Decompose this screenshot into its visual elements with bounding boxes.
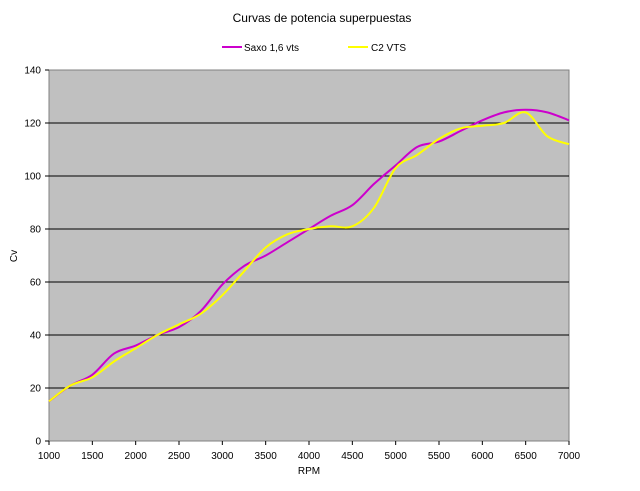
x-tick-label: 6000	[471, 451, 494, 462]
x-tick-label: 4500	[341, 451, 364, 462]
legend: Saxo 1,6 vts C2 VTS	[222, 43, 406, 54]
x-tick-label: 7000	[558, 451, 581, 462]
y-tick-label: 80	[30, 225, 42, 236]
series-line-2	[48, 111, 570, 403]
x-tick-label: 4000	[298, 451, 321, 462]
series-lines	[48, 108, 570, 403]
y-tick-label: 40	[30, 331, 42, 342]
plot-area	[48, 69, 570, 442]
x-tick-label: 1500	[81, 451, 104, 462]
x-tick-label: 3000	[211, 451, 234, 462]
chart-title: Curvas de potencia superpuestas	[233, 11, 412, 25]
x-tick-label: 2500	[168, 451, 191, 462]
y-tick-label: 20	[30, 384, 42, 395]
y-tick-label: 120	[24, 119, 41, 130]
y-tick-label: 100	[24, 172, 41, 183]
y-tick-label: 0	[35, 437, 41, 448]
x-tick-label: 5500	[428, 451, 451, 462]
x-tick-label: 5000	[385, 451, 408, 462]
x-tick-label: 3500	[255, 451, 278, 462]
y-axis-label: Cv	[9, 250, 20, 262]
x-tick-label: 2000	[125, 451, 148, 462]
legend-label: Saxo 1,6 vts	[244, 43, 299, 54]
x-axis-label: RPM	[298, 466, 320, 477]
y-tick-label: 60	[30, 278, 42, 289]
y-tick-label: 140	[24, 66, 41, 77]
x-tick-label: 1000	[38, 451, 61, 462]
x-axis-ticks: 1000 1500 2000 2500 3000 3500 4000 4500 5000 5500…	[38, 441, 581, 462]
y-axis-ticks: 0 20 40 60 80 100 120 140	[24, 66, 49, 448]
legend-label: C2 VTS	[371, 43, 406, 54]
x-tick-label: 6500	[515, 451, 538, 462]
